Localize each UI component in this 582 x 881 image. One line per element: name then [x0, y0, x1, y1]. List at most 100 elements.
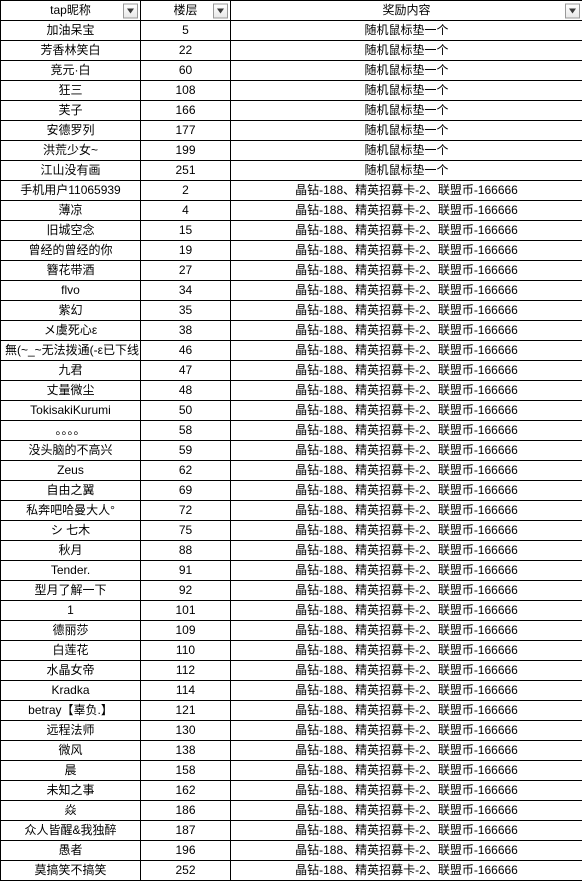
cell-name: TokisakiKurumi [1, 401, 141, 421]
cell-reward: 晶钻-188、精英招募卡-2、联盟币-166666 [231, 701, 582, 721]
cell-name: 焱 [1, 801, 141, 821]
header-floor: 楼层 [141, 1, 231, 21]
cell-floor: 2 [141, 181, 231, 201]
cell-floor: 27 [141, 261, 231, 281]
cell-floor: 15 [141, 221, 231, 241]
cell-floor: 196 [141, 841, 231, 861]
cell-floor: 177 [141, 121, 231, 141]
cell-name: 型月了解一下 [1, 581, 141, 601]
filter-button-name[interactable] [123, 3, 138, 18]
cell-reward: 随机鼠标垫一个 [231, 101, 582, 121]
cell-reward: 晶钻-188、精英招募卡-2、联盟币-166666 [231, 181, 582, 201]
cell-name: 曾经的曾经的你 [1, 241, 141, 261]
table-row: TokisakiKurumi50晶钻-188、精英招募卡-2、联盟币-16666… [1, 401, 582, 421]
table-row: 未知之事162晶钻-188、精英招募卡-2、联盟币-166666 [1, 781, 582, 801]
cell-name: 洪荒少女~ [1, 141, 141, 161]
table-row: 。。。。58晶钻-188、精英招募卡-2、联盟币-166666 [1, 421, 582, 441]
cell-reward: 晶钻-188、精英招募卡-2、联盟币-166666 [231, 721, 582, 741]
cell-name: 無(~_~无法拨通(-ε已下线 [1, 341, 141, 361]
cell-name: Kradka [1, 681, 141, 701]
table-row: flvo34晶钻-188、精英招募卡-2、联盟币-166666 [1, 281, 582, 301]
cell-name: メ虞死心ε [1, 321, 141, 341]
table-row: 芳香林笑白22随机鼠标垫一个 [1, 41, 582, 61]
cell-reward: 晶钻-188、精英招募卡-2、联盟币-166666 [231, 461, 582, 481]
table-row: 私奔吧哈曼大人°72晶钻-188、精英招募卡-2、联盟币-166666 [1, 501, 582, 521]
cell-name: 旧城空念 [1, 221, 141, 241]
table-row: 丈量微尘48晶钻-188、精英招募卡-2、联盟币-166666 [1, 381, 582, 401]
table-row: シ 七木75晶钻-188、精英招募卡-2、联盟币-166666 [1, 521, 582, 541]
table-row: 没头脑的不高兴59晶钻-188、精英招募卡-2、联盟币-166666 [1, 441, 582, 461]
cell-name: 远程法师 [1, 721, 141, 741]
cell-name: 。。。。 [1, 421, 141, 441]
cell-reward: 晶钻-188、精英招募卡-2、联盟币-166666 [231, 321, 582, 341]
cell-floor: 50 [141, 401, 231, 421]
cell-name: flvo [1, 281, 141, 301]
table-row: 狂三108随机鼠标垫一个 [1, 81, 582, 101]
cell-floor: 34 [141, 281, 231, 301]
cell-reward: 晶钻-188、精英招募卡-2、联盟币-166666 [231, 801, 582, 821]
cell-reward: 晶钻-188、精英招募卡-2、联盟币-166666 [231, 621, 582, 641]
cell-name: betray【辜负.】 [1, 701, 141, 721]
cell-floor: 121 [141, 701, 231, 721]
cell-name: 白莲花 [1, 641, 141, 661]
cell-floor: 251 [141, 161, 231, 181]
table-row: 江山没有画251随机鼠标垫一个 [1, 161, 582, 181]
cell-name: シ 七木 [1, 521, 141, 541]
cell-floor: 162 [141, 781, 231, 801]
table-row: betray【辜负.】121晶钻-188、精英招募卡-2、联盟币-166666 [1, 701, 582, 721]
cell-reward: 晶钻-188、精英招募卡-2、联盟币-166666 [231, 281, 582, 301]
filter-button-floor[interactable] [213, 3, 228, 18]
table-row: Tender.91晶钻-188、精英招募卡-2、联盟币-166666 [1, 561, 582, 581]
cell-floor: 109 [141, 621, 231, 641]
chevron-down-icon [127, 8, 134, 13]
cell-floor: 114 [141, 681, 231, 701]
table-row: Kradka114晶钻-188、精英招募卡-2、联盟币-166666 [1, 681, 582, 701]
table-row: 簪花带酒27晶钻-188、精英招募卡-2、联盟币-166666 [1, 261, 582, 281]
filter-button-reward[interactable] [565, 3, 580, 18]
cell-reward: 晶钻-188、精英招募卡-2、联盟币-166666 [231, 781, 582, 801]
cell-floor: 62 [141, 461, 231, 481]
cell-floor: 130 [141, 721, 231, 741]
header-floor-label: 楼层 [173, 3, 197, 17]
cell-reward: 晶钻-188、精英招募卡-2、联盟币-166666 [231, 681, 582, 701]
cell-floor: 48 [141, 381, 231, 401]
cell-floor: 108 [141, 81, 231, 101]
cell-reward: 晶钻-188、精英招募卡-2、联盟币-166666 [231, 361, 582, 381]
cell-name: 众人皆醒&我独醉 [1, 821, 141, 841]
cell-floor: 75 [141, 521, 231, 541]
cell-reward: 晶钻-188、精英招募卡-2、联盟币-166666 [231, 521, 582, 541]
cell-floor: 92 [141, 581, 231, 601]
table-row: 微风138晶钻-188、精英招募卡-2、联盟币-166666 [1, 741, 582, 761]
table-row: 白莲花110晶钻-188、精英招募卡-2、联盟币-166666 [1, 641, 582, 661]
cell-reward: 晶钻-188、精英招募卡-2、联盟币-166666 [231, 661, 582, 681]
table-row: 1101晶钻-188、精英招募卡-2、联盟币-166666 [1, 601, 582, 621]
cell-reward: 晶钻-188、精英招募卡-2、联盟币-166666 [231, 481, 582, 501]
table-row: 薄凉4晶钻-188、精英招募卡-2、联盟币-166666 [1, 201, 582, 221]
table-row: 莫搞笑不搞笑252晶钻-188、精英招募卡-2、联盟币-166666 [1, 861, 582, 881]
cell-floor: 91 [141, 561, 231, 581]
cell-name: 薄凉 [1, 201, 141, 221]
cell-name: 安德罗列 [1, 121, 141, 141]
cell-floor: 158 [141, 761, 231, 781]
cell-name: 1 [1, 601, 141, 621]
header-name: tap昵称 [1, 1, 141, 21]
cell-name: 紫幻 [1, 301, 141, 321]
cell-name: 水晶女帝 [1, 661, 141, 681]
table-row: 九君47晶钻-188、精英招募卡-2、联盟币-166666 [1, 361, 582, 381]
cell-floor: 69 [141, 481, 231, 501]
cell-reward: 随机鼠标垫一个 [231, 81, 582, 101]
table-row: 紫幻35晶钻-188、精英招募卡-2、联盟币-166666 [1, 301, 582, 321]
cell-floor: 22 [141, 41, 231, 61]
cell-floor: 101 [141, 601, 231, 621]
cell-name: 狂三 [1, 81, 141, 101]
cell-name: 芙子 [1, 101, 141, 121]
cell-reward: 晶钻-188、精英招募卡-2、联盟币-166666 [231, 241, 582, 261]
table-row: 自由之翼69晶钻-188、精英招募卡-2、联盟币-166666 [1, 481, 582, 501]
cell-name: 手机用户11065939 [1, 181, 141, 201]
table-body: 加油呆宝5随机鼠标垫一个芳香林笑白22随机鼠标垫一个竞元·白60随机鼠标垫一个狂… [1, 21, 582, 881]
table-row: 洪荒少女~199随机鼠标垫一个 [1, 141, 582, 161]
cell-floor: 19 [141, 241, 231, 261]
cell-name: 芳香林笑白 [1, 41, 141, 61]
cell-floor: 110 [141, 641, 231, 661]
cell-reward: 随机鼠标垫一个 [231, 21, 582, 41]
